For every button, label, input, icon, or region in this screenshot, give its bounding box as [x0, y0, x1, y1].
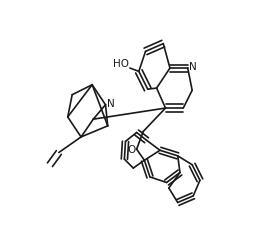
Text: O: O [127, 145, 135, 155]
Text: N: N [189, 62, 197, 72]
Text: N: N [107, 99, 114, 109]
Text: HO: HO [113, 58, 129, 69]
